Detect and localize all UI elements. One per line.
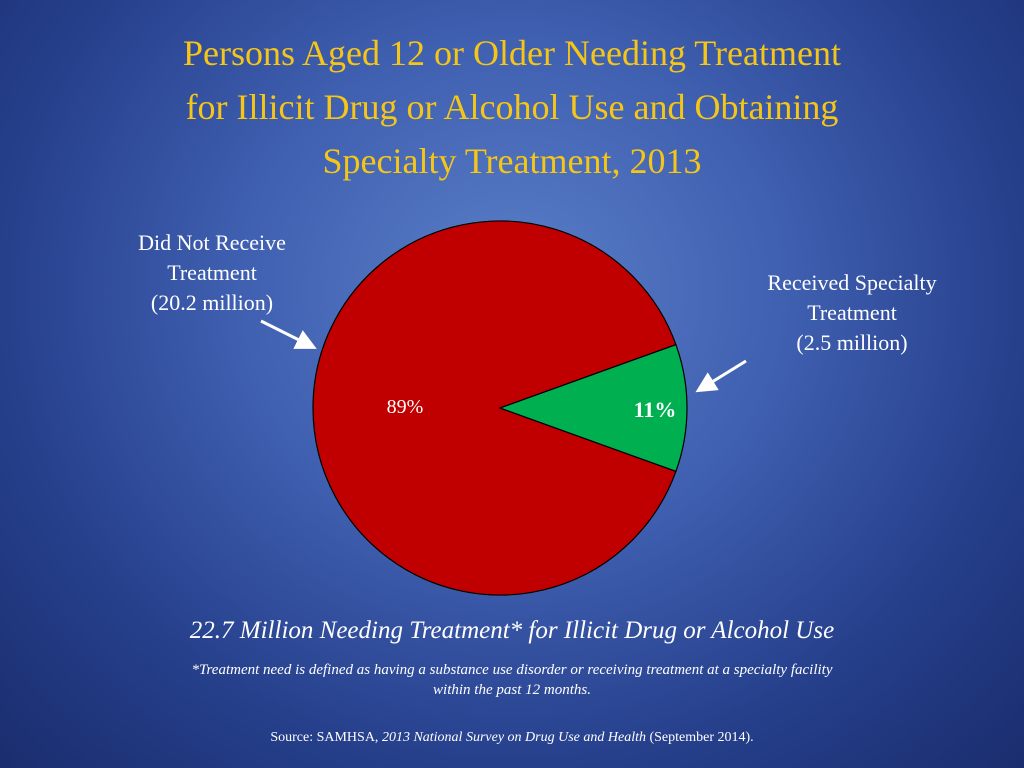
chart-title-line-1: Persons Aged 12 or Older Needing Treatme… <box>183 33 841 73</box>
label-received-line-3: (2.5 million) <box>796 330 908 355</box>
label-received-specialty-treatment: Received Specialty Treatment (2.5 millio… <box>732 268 972 358</box>
chart-title-line-3: Specialty Treatment, 2013 <box>322 141 702 181</box>
pie-slice-received <box>498 343 688 473</box>
label-received-line-2: Treatment <box>807 300 897 325</box>
source-citation: Source: SAMHSA, 2013 National Survey on … <box>40 728 984 748</box>
label-not-received-line-1: Did Not Receive <box>138 230 286 255</box>
label-not-received-line-3: (20.2 million) <box>150 290 274 315</box>
chart-title-line-2: for Illicit Drug or Alcohol Use and Obta… <box>185 87 839 127</box>
source-publication: 2013 National Survey on Drug Use and Hea… <box>381 730 646 745</box>
arrow-not-received <box>260 319 317 349</box>
chart-title: Persons Aged 12 or Older Needing Treatme… <box>60 26 964 188</box>
footnote: *Treatment need is defined as having a s… <box>130 660 894 700</box>
label-received-line-1: Received Specialty <box>767 270 937 295</box>
pie-slice-not-received <box>312 220 677 596</box>
slice-label-not-received: 89% <box>387 396 424 418</box>
label-not-received-line-2: Treatment <box>167 260 257 285</box>
source-prefix: Source: SAMHSA, <box>270 730 382 745</box>
footnote-line-1: *Treatment need is defined as having a s… <box>191 662 833 678</box>
footnote-line-2: within the past 12 months. <box>433 682 591 698</box>
arrow-received <box>695 359 747 393</box>
summary-text: 22.7 Million Needing Treatment* for Illi… <box>189 617 835 644</box>
source-suffix: (September 2014). <box>645 730 754 745</box>
slice-label-received: 11% <box>634 397 677 422</box>
pie-slices <box>312 220 688 596</box>
label-did-not-receive-treatment: Did Not Receive Treatment (20.2 million) <box>92 228 332 318</box>
